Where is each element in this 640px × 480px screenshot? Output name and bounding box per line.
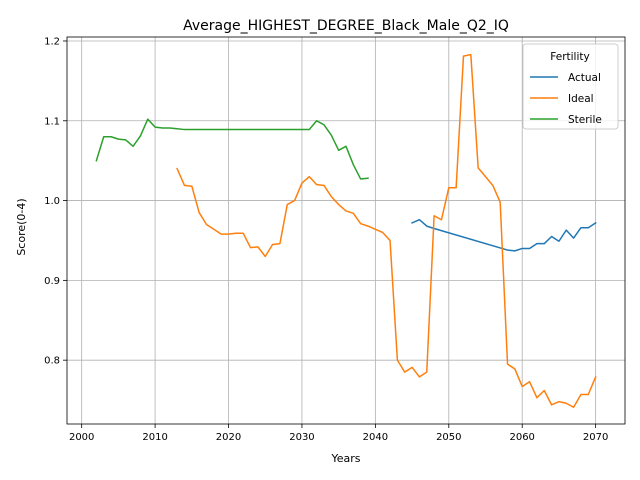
- legend-label-ideal: Ideal: [568, 93, 594, 105]
- x-tick-label: 2010: [142, 432, 167, 443]
- x-tick-label: 2020: [216, 432, 241, 443]
- series-line-actual: [411, 218, 597, 252]
- x-axis-ticks: 2000 2010 2020 2030 2040 2050 2060 2070: [69, 424, 608, 443]
- series-lines: [95, 53, 597, 408]
- legend-box: [522, 43, 619, 130]
- series-line-ideal: [176, 53, 597, 408]
- y-axis-ticks: 0.8 0.9 1.0 1.1 1.2: [44, 36, 67, 367]
- x-tick-label: 2030: [289, 432, 314, 443]
- x-tick-label: 2050: [436, 432, 461, 443]
- legend-label-sterile: Sterile: [568, 114, 602, 126]
- y-axis-label: Score(0-4): [15, 198, 28, 255]
- x-tick-label: 2000: [69, 432, 94, 443]
- legend-title: Fertility: [550, 51, 589, 63]
- y-tick-label: 1.1: [44, 116, 60, 127]
- chart-title: Average_HIGHEST_DEGREE_Black_Male_Q2_IQ: [183, 18, 509, 34]
- x-tick-label: 2060: [509, 432, 534, 443]
- legend: Fertility Actual Ideal Sterile: [522, 43, 619, 130]
- x-tick-label: 2040: [363, 432, 388, 443]
- legend-label-actual: Actual: [568, 72, 601, 84]
- y-tick-label: 1.0: [44, 196, 60, 207]
- series-line-sterile: [95, 118, 369, 180]
- y-tick-label: 0.8: [44, 356, 60, 367]
- y-tick-label: 1.2: [44, 36, 60, 47]
- plot-frame: [66, 36, 626, 425]
- x-tick-label: 2070: [583, 432, 608, 443]
- y-tick-label: 0.9: [44, 276, 60, 287]
- x-axis-label: Years: [330, 452, 360, 465]
